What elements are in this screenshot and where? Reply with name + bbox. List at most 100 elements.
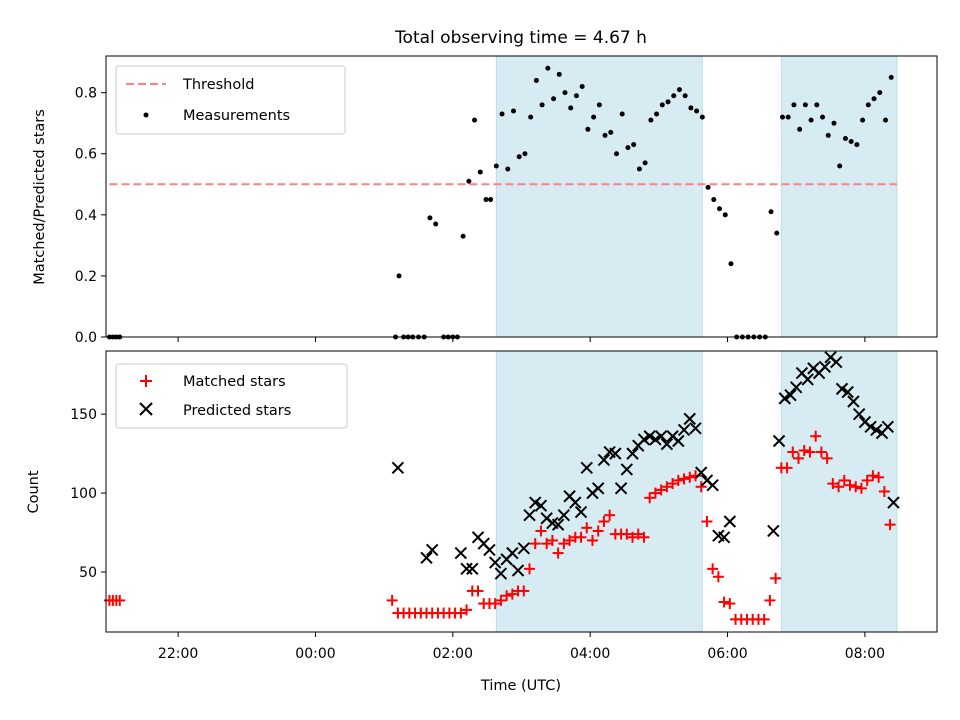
measurement-legend-icon bbox=[143, 112, 149, 118]
matched-star-point bbox=[586, 534, 598, 546]
predicted-star-point bbox=[830, 355, 843, 369]
predicted-star-point bbox=[841, 385, 854, 399]
predicted-star-point bbox=[637, 433, 651, 446]
predicted-star-point bbox=[609, 447, 622, 460]
predicted-star-stroke-b bbox=[881, 420, 894, 433]
matched-star-point bbox=[558, 538, 570, 550]
predicted-star-stroke-b bbox=[420, 551, 433, 565]
measurement-point bbox=[877, 90, 883, 96]
x-tick-label: 00:00 bbox=[295, 646, 335, 662]
bottom-shade-layer bbox=[495, 350, 898, 633]
matched-star-point bbox=[873, 471, 885, 483]
measurement-point bbox=[631, 142, 637, 148]
matched-star-point bbox=[627, 531, 639, 543]
predicted-star-stroke-b bbox=[870, 423, 883, 437]
matched-star-point bbox=[501, 590, 513, 602]
measurement-point bbox=[711, 197, 717, 203]
matched-star-point bbox=[632, 528, 644, 540]
matched-star-point bbox=[667, 478, 679, 490]
predicted-star-stroke-b bbox=[660, 437, 674, 451]
predicted-star-stroke-b bbox=[795, 366, 809, 380]
predicted-star-point bbox=[420, 551, 433, 565]
bottom-legend-box bbox=[115, 363, 348, 429]
predicted-star-point bbox=[614, 482, 628, 495]
measurement-point bbox=[562, 90, 568, 96]
measurement-point bbox=[705, 184, 711, 190]
predicted-star-stroke-b bbox=[852, 407, 866, 421]
measurement-point bbox=[568, 105, 574, 111]
measurement-point bbox=[642, 160, 648, 166]
predicted-star-point bbox=[534, 499, 548, 512]
bottom-y-axis-label: Count bbox=[26, 470, 42, 513]
top-panel: Total observing time = 4.67 h 0.00.20.40… bbox=[32, 28, 938, 346]
predicted-star-point bbox=[767, 524, 780, 538]
measurement-point bbox=[671, 93, 677, 99]
matched-star-point bbox=[821, 452, 833, 464]
matched-star-point bbox=[678, 473, 690, 485]
matched-star-point bbox=[764, 594, 776, 606]
predicted-star-point bbox=[706, 478, 719, 492]
top-legend: Threshold Measurements bbox=[115, 65, 346, 135]
predicted-star-stroke-b bbox=[801, 373, 814, 386]
measurement-point bbox=[802, 102, 808, 108]
bottom-y-tick-label: 150 bbox=[70, 407, 97, 423]
predicted-stars-points bbox=[391, 351, 900, 580]
measurement-point bbox=[591, 114, 597, 120]
measurement-point bbox=[533, 77, 539, 83]
predicted-star-point bbox=[790, 381, 803, 394]
measurement-point bbox=[848, 139, 854, 145]
matched-star-point bbox=[592, 525, 604, 537]
measurement-point bbox=[516, 154, 522, 160]
predicted-star-stroke-b bbox=[778, 392, 791, 405]
measurement-point bbox=[472, 117, 478, 123]
predicted-star-point bbox=[801, 373, 814, 386]
predicted-star-point bbox=[654, 430, 668, 443]
predicted-star-stroke-b bbox=[426, 543, 439, 557]
predicted-star-stroke-b bbox=[523, 508, 536, 522]
matched-star-point bbox=[712, 571, 724, 583]
measurement-point bbox=[551, 96, 557, 102]
predicted-star-point bbox=[557, 508, 571, 522]
matched-star-point bbox=[661, 481, 673, 493]
matched-star-point bbox=[575, 531, 587, 543]
matched-star-point bbox=[878, 486, 890, 497]
predicted-star-stroke-b bbox=[818, 360, 832, 373]
predicted-star-stroke-b bbox=[574, 505, 588, 519]
measurement-point bbox=[676, 87, 682, 93]
matched-star-point bbox=[655, 484, 667, 496]
measurement-point bbox=[427, 215, 433, 221]
predicted-star-stroke-b bbox=[477, 537, 490, 550]
measurement-point bbox=[433, 221, 439, 227]
predicted-star-stroke-b bbox=[772, 434, 786, 448]
predicted-star-point bbox=[591, 482, 605, 495]
matched-star-point bbox=[838, 474, 850, 486]
measurement-point bbox=[585, 126, 591, 132]
matched-star-point bbox=[867, 470, 879, 482]
measurement-point bbox=[659, 102, 665, 108]
measurement-point bbox=[556, 71, 562, 77]
measurement-point bbox=[774, 230, 780, 236]
x-tick-label: 02:00 bbox=[433, 646, 473, 662]
measurement-point bbox=[682, 93, 688, 99]
predicted-star-stroke-b bbox=[563, 490, 576, 503]
measurement-point bbox=[688, 105, 694, 111]
predicted-star-point bbox=[649, 433, 662, 446]
predicted-star-point bbox=[672, 434, 685, 448]
predicted-star-stroke-b bbox=[654, 430, 668, 443]
matched-star-point bbox=[535, 525, 547, 537]
predicted-star-stroke-b bbox=[529, 496, 542, 509]
bottom-x-ticks: 22:00 00:00 02:00 04:00 06:00 08:00 bbox=[158, 632, 885, 662]
predicted-star-point bbox=[551, 518, 565, 531]
matched-star-point bbox=[564, 534, 576, 546]
matched-star-point bbox=[552, 547, 564, 559]
predicted-star-point bbox=[494, 567, 508, 580]
measurement-point bbox=[539, 102, 545, 108]
predicted-legend-icon bbox=[139, 402, 153, 416]
predicted-star-stroke-b bbox=[649, 433, 662, 446]
predicted-star-point bbox=[511, 564, 525, 577]
predicted-star-stroke-b bbox=[597, 453, 611, 467]
top-legend-box bbox=[115, 65, 346, 135]
predicted-star-point bbox=[426, 543, 439, 557]
